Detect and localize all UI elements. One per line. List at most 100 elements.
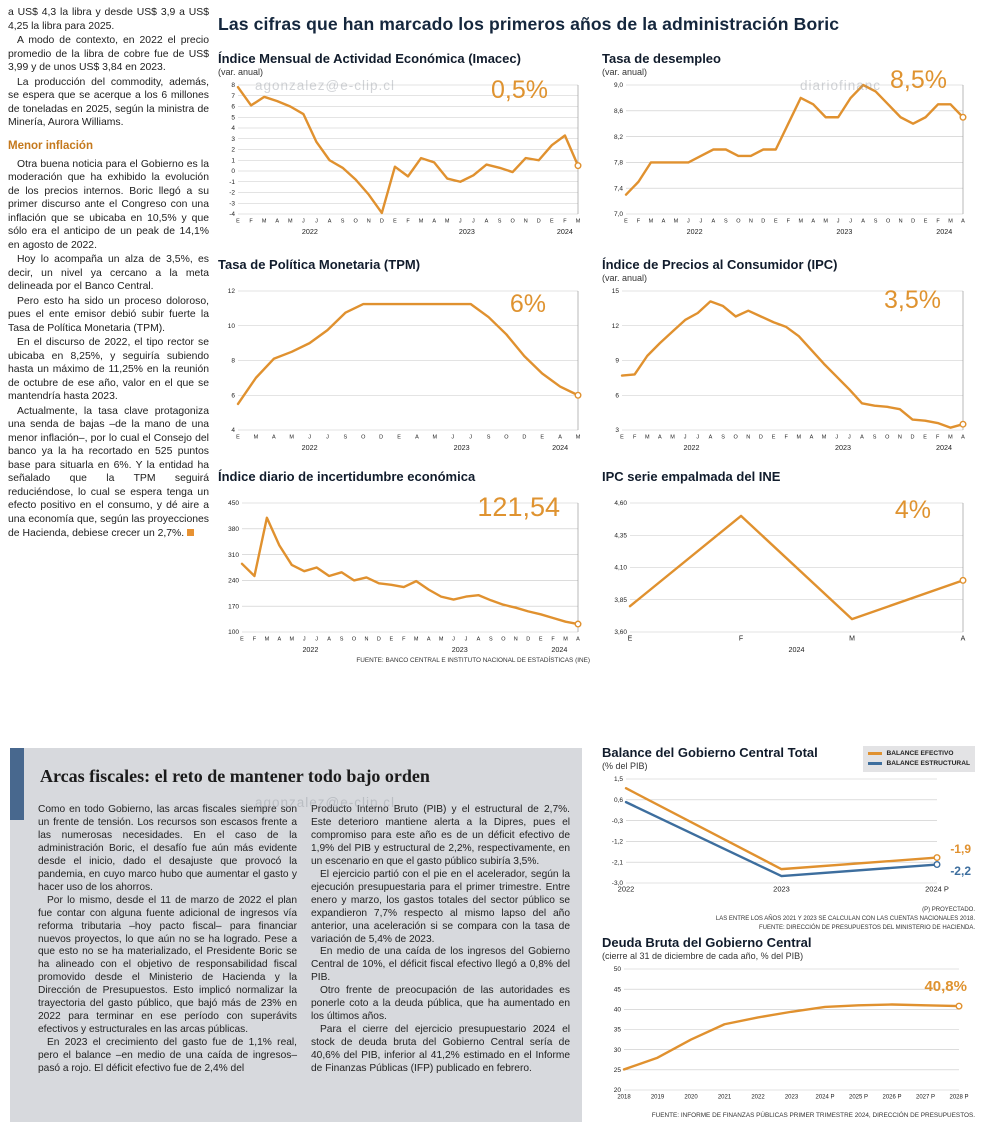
svg-text:F: F bbox=[784, 435, 788, 441]
svg-text:M: M bbox=[419, 219, 424, 225]
svg-text:25: 25 bbox=[614, 1067, 622, 1074]
svg-text:S: S bbox=[340, 637, 344, 643]
note-line: (P) PROYECTADO. bbox=[922, 907, 975, 913]
svg-text:D: D bbox=[537, 219, 541, 225]
svg-text:8,2: 8,2 bbox=[614, 134, 623, 141]
svg-text:2022: 2022 bbox=[687, 227, 703, 236]
svg-text:J: J bbox=[848, 435, 851, 441]
svg-text:A: A bbox=[961, 435, 965, 441]
svg-text:J: J bbox=[315, 637, 318, 643]
svg-text:S: S bbox=[874, 219, 878, 225]
svg-text:J: J bbox=[302, 219, 305, 225]
svg-text:M: M bbox=[797, 435, 802, 441]
svg-text:12: 12 bbox=[612, 323, 620, 330]
paragraph: En 2023 el crecimiento del gasto fue de … bbox=[38, 1037, 297, 1075]
svg-text:-3,0: -3,0 bbox=[612, 880, 624, 887]
svg-text:2024: 2024 bbox=[552, 443, 568, 452]
svg-text:3,85: 3,85 bbox=[614, 597, 627, 604]
svg-text:2023: 2023 bbox=[836, 227, 852, 236]
paragraph: Producto Interno Bruto (PIB) y el estruc… bbox=[311, 804, 570, 867]
efectivo-swatch-icon bbox=[868, 752, 883, 756]
svg-text:J: J bbox=[326, 435, 329, 441]
svg-text:J: J bbox=[303, 637, 306, 643]
svg-text:0: 0 bbox=[231, 168, 235, 175]
svg-text:F: F bbox=[936, 435, 940, 441]
paragraph: Como en todo Gobierno, las arcas fiscale… bbox=[38, 804, 297, 893]
watermark: diariofinanc bbox=[800, 78, 882, 93]
svg-text:F: F bbox=[787, 219, 791, 225]
svg-text:O: O bbox=[504, 435, 509, 441]
svg-text:O: O bbox=[501, 637, 506, 643]
svg-text:J: J bbox=[837, 219, 840, 225]
svg-text:2027 P: 2027 P bbox=[916, 1095, 935, 1101]
svg-text:2020: 2020 bbox=[684, 1095, 698, 1101]
svg-text:2024 P: 2024 P bbox=[815, 1095, 834, 1101]
svg-text:J: J bbox=[700, 219, 703, 225]
svg-text:2026 P: 2026 P bbox=[882, 1095, 901, 1101]
svg-text:7,4: 7,4 bbox=[614, 186, 623, 193]
balance-notes: (P) PROYECTADO. LAS ENTRE LOS AÑOS 2021 … bbox=[602, 906, 975, 933]
svg-text:A: A bbox=[811, 219, 815, 225]
svg-text:35: 35 bbox=[614, 1027, 622, 1034]
svg-text:S: S bbox=[487, 435, 491, 441]
svg-text:2023: 2023 bbox=[835, 443, 851, 452]
svg-text:8,6: 8,6 bbox=[614, 108, 623, 115]
svg-text:O: O bbox=[510, 219, 515, 225]
svg-text:E: E bbox=[624, 219, 628, 225]
svg-text:A: A bbox=[558, 435, 562, 441]
svg-text:M: M bbox=[645, 435, 650, 441]
svg-text:A: A bbox=[272, 435, 276, 441]
svg-text:F: F bbox=[249, 219, 253, 225]
svg-text:-2: -2 bbox=[229, 190, 235, 197]
chart-title: Índice diario de incertidumbre económica bbox=[218, 469, 476, 484]
svg-text:2025 P: 2025 P bbox=[849, 1095, 868, 1101]
chart-card-desempleo: Tasa de desempleo (var. anual) 8,5% 9,0 8… bbox=[602, 51, 975, 242]
svg-text:M: M bbox=[445, 219, 450, 225]
svg-text:A: A bbox=[860, 435, 864, 441]
svg-text:9,0: 9,0 bbox=[614, 82, 623, 89]
svg-text:100: 100 bbox=[228, 629, 239, 636]
svg-text:450: 450 bbox=[228, 500, 239, 507]
svg-text:S: S bbox=[341, 219, 345, 225]
svg-text:A: A bbox=[328, 219, 332, 225]
svg-text:A: A bbox=[576, 637, 580, 643]
svg-text:5: 5 bbox=[231, 115, 235, 122]
svg-text:M: M bbox=[670, 435, 675, 441]
svg-text:N: N bbox=[899, 219, 903, 225]
svg-text:30: 30 bbox=[614, 1047, 622, 1054]
svg-text:A: A bbox=[427, 637, 431, 643]
svg-text:E: E bbox=[774, 219, 778, 225]
paragraph: Otra buena noticia para el Gobierno es l… bbox=[8, 158, 209, 251]
svg-text:A: A bbox=[327, 637, 331, 643]
article-columns: Como en todo Gobierno, las arcas fiscale… bbox=[38, 804, 570, 1076]
paragraph: La producción del commodity, además, se … bbox=[8, 76, 209, 129]
chart-value-label: 40,8% bbox=[924, 978, 967, 995]
chart-title: Deuda Bruta del Gobierno Central bbox=[602, 935, 812, 950]
svg-text:E: E bbox=[393, 219, 397, 225]
svg-text:2022: 2022 bbox=[618, 885, 635, 894]
svg-text:D: D bbox=[910, 435, 914, 441]
svg-text:2022: 2022 bbox=[302, 645, 318, 654]
svg-text:2022: 2022 bbox=[683, 443, 699, 452]
svg-text:20: 20 bbox=[614, 1087, 622, 1094]
svg-text:1,5: 1,5 bbox=[614, 776, 623, 783]
svg-text:8: 8 bbox=[231, 358, 235, 365]
svg-text:M: M bbox=[798, 219, 803, 225]
svg-text:J: J bbox=[469, 435, 472, 441]
svg-text:E: E bbox=[236, 219, 240, 225]
svg-text:45: 45 bbox=[614, 987, 622, 994]
legend-label: BALANCE ESTRUCTURAL bbox=[886, 759, 970, 767]
svg-text:J: J bbox=[849, 219, 852, 225]
svg-text:E: E bbox=[397, 435, 401, 441]
svg-text:2019: 2019 bbox=[651, 1095, 665, 1101]
svg-text:F: F bbox=[551, 637, 555, 643]
svg-text:N: N bbox=[746, 435, 750, 441]
svg-text:-1,2: -1,2 bbox=[612, 839, 624, 846]
svg-text:E: E bbox=[236, 435, 240, 441]
end-mark-icon bbox=[187, 528, 195, 536]
svg-text:E: E bbox=[923, 435, 927, 441]
left-text-column: a US$ 4,3 la libra y desde US$ 3,9 a US$… bbox=[8, 6, 209, 541]
chart-subtitle: (cierre al 31 de diciembre de cada año, … bbox=[602, 951, 804, 962]
svg-text:D: D bbox=[379, 435, 383, 441]
